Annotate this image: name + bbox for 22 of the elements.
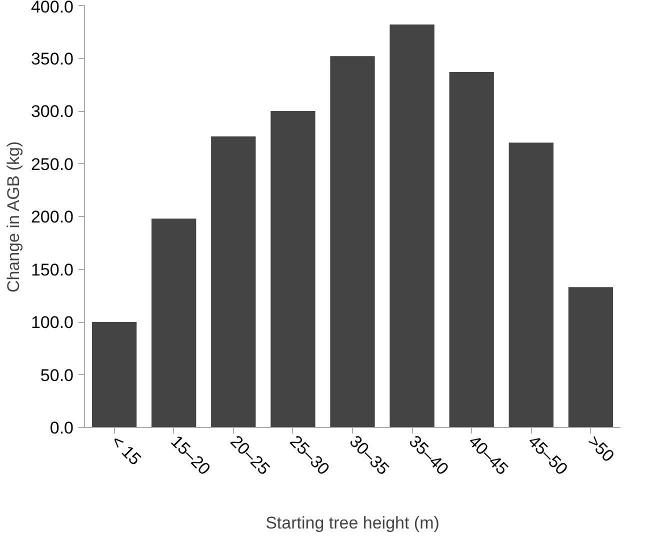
bar — [390, 24, 434, 428]
bar — [270, 111, 316, 428]
y-axis-title: Change in AGB (kg) — [4, 141, 23, 293]
bar — [330, 56, 375, 428]
y-tick-label: 300.0 — [30, 102, 74, 121]
bar — [92, 322, 137, 428]
y-tick-label: 400.0 — [30, 0, 74, 16]
bar — [449, 72, 494, 428]
y-tick-label: 150.0 — [30, 260, 74, 280]
bar — [211, 136, 256, 428]
y-tick-label: 350.0 — [30, 49, 74, 68]
y-tick-label: 50.0 — [40, 366, 74, 385]
bar — [152, 218, 196, 428]
bar — [508, 142, 554, 428]
y-tick-label: 250.0 — [30, 154, 74, 174]
x-tick-label: < 15 — [108, 432, 145, 469]
x-axis-title: Starting tree height (m) — [266, 513, 440, 532]
y-tick-label: 200.0 — [30, 208, 74, 226]
y-tick-label: 100.0 — [30, 313, 74, 332]
x-tick-label: >50 — [584, 432, 618, 466]
bar — [568, 287, 614, 428]
y-tick-label: 0.0 — [50, 418, 74, 438]
